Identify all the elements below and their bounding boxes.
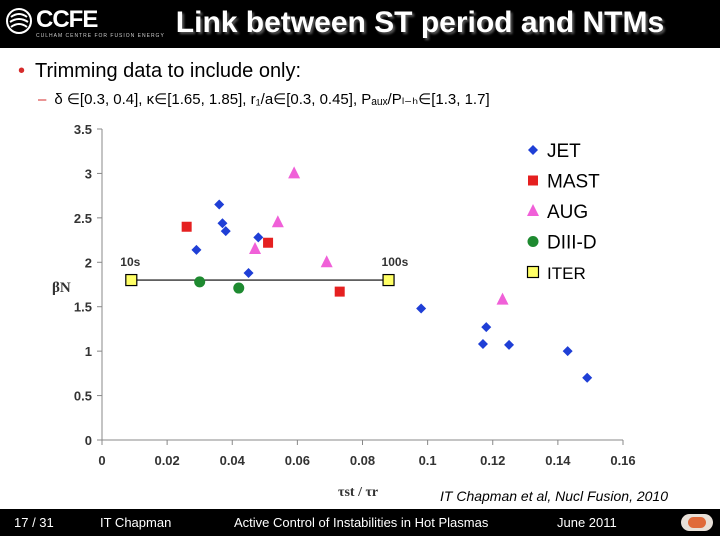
jet-point	[214, 199, 225, 210]
aug-point	[496, 292, 509, 305]
jet-point	[191, 244, 202, 255]
logo-text: CCFE	[36, 6, 98, 33]
mast-point	[181, 221, 192, 232]
diii-d-point	[233, 282, 245, 294]
x-tick-label: 0.02	[154, 453, 179, 468]
y-axis-label: βN	[52, 280, 71, 296]
jet-point	[582, 372, 593, 383]
iter-point	[382, 273, 395, 287]
aug-point	[249, 241, 262, 254]
jet-point	[217, 218, 228, 229]
ccfe-logo: CCFE CULHAM CENTRE FOR FUSION ENERGY	[6, 6, 164, 44]
footer-talk-title: Active Control of Instabilities in Hot P…	[234, 515, 489, 530]
legend-marker-iter	[526, 265, 540, 279]
jet-point	[504, 339, 515, 350]
legend-label-diii-d: DIII-D	[547, 233, 597, 254]
page-number: 17 / 31	[14, 515, 54, 530]
bullet-main: • Trimming data to include only:	[18, 60, 301, 83]
y-tick-label: 2.5	[74, 211, 92, 226]
legend-label-mast: MAST	[547, 172, 600, 193]
bullet-sub-text: δ ∈[0.3, 0.4], κ∈[1.65, 1.85], r₁/a∈[0.3…	[54, 91, 490, 108]
x-tick-label: 0.08	[350, 453, 375, 468]
legend-label-iter: ITER	[547, 264, 586, 283]
y-tick-label: 0	[85, 433, 92, 448]
x-tick-label: 0.1	[419, 453, 437, 468]
bullet-dot-icon: •	[18, 60, 26, 82]
y-tick-label: 3.5	[74, 122, 92, 137]
mast-point	[263, 237, 274, 248]
iter-point-label: 10s	[120, 255, 140, 269]
jet-point	[562, 346, 573, 357]
y-tick-label: 0.5	[74, 389, 92, 404]
x-tick-label: 0.14	[545, 453, 571, 468]
jet-point	[477, 339, 488, 350]
bullet-main-text: Trimming data to include only:	[35, 60, 302, 82]
y-tick-label: 3	[85, 166, 92, 181]
slide-title: Link between ST period and NTMs	[175, 6, 665, 39]
footer-date: June 2011	[557, 515, 617, 530]
y-tick-label: 2	[85, 255, 92, 270]
legend-label-aug: AUG	[547, 202, 588, 223]
footer-author: IT Chapman	[100, 515, 172, 530]
x-tick-label: 0	[98, 453, 105, 468]
x-tick-label: 0.06	[285, 453, 310, 468]
legend-marker-aug	[527, 204, 539, 216]
legend-marker-mast	[528, 175, 538, 186]
jet-point	[243, 267, 254, 278]
aug-point	[320, 255, 333, 268]
legend-marker-jet	[528, 145, 538, 155]
jet-point	[416, 303, 427, 314]
ccfe-emblem-icon	[6, 8, 32, 34]
y-tick-label: 1.5	[74, 300, 92, 315]
x-tick-label: 0.04	[220, 453, 246, 468]
jet-point	[253, 232, 264, 243]
citation: IT Chapman et al, Nucl Fusion, 2010	[440, 488, 669, 504]
aug-point	[271, 215, 284, 228]
x-tick-label: 0.12	[480, 453, 505, 468]
scatter-chart: 0 0.02 0.04 0.06 0.08 0.1 0.12 0.14 0.16 0 0.5 1 1.5…	[52, 122, 636, 500]
iter-point-label: 100s	[382, 255, 409, 269]
x-tick-label: 0.16	[610, 453, 635, 468]
y-tick-label: 1	[85, 344, 92, 359]
footer-bar: 17 / 31 IT Chapman Active Control of Ins…	[0, 509, 720, 536]
header-bar: CCFE CULHAM CENTRE FOR FUSION ENERGY Lin…	[0, 0, 720, 48]
bullet-sub: – δ ∈[0.3, 0.4], κ∈[1.65, 1.85], r₁/a∈[0.…	[38, 90, 490, 108]
legend-label-jet: JET	[547, 141, 581, 162]
jet-point	[220, 226, 231, 237]
diii-d-point	[194, 276, 206, 288]
legend-marker-diii-d	[527, 236, 539, 247]
logo-subtitle: CULHAM CENTRE FOR FUSION ENERGY	[36, 33, 165, 39]
bullet-dash-icon: –	[38, 91, 47, 108]
x-axis-label: τst / τr	[338, 485, 378, 500]
iter-point	[125, 273, 138, 287]
aug-point	[288, 166, 301, 179]
footer-logo-icon	[681, 514, 713, 531]
jet-point	[481, 322, 492, 333]
mast-point	[334, 286, 345, 297]
